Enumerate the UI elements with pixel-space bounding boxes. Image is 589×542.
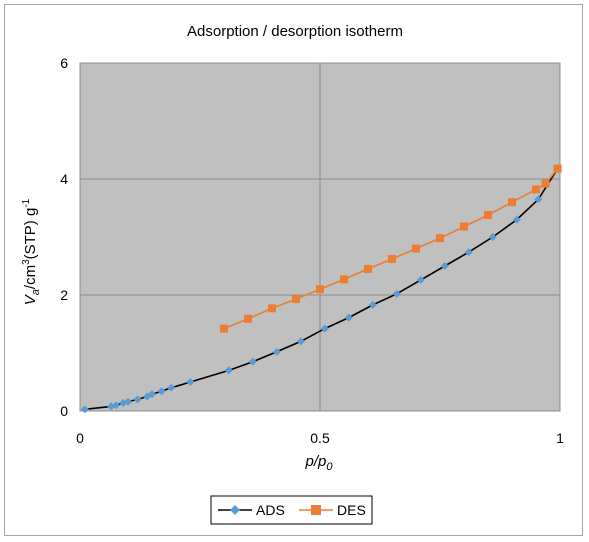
data-point-ads <box>112 401 120 410</box>
data-point-des <box>508 198 516 207</box>
data-point-ads <box>392 289 401 298</box>
data-point-ads <box>124 397 132 406</box>
y-axis-label-sup2: -1 <box>21 198 32 207</box>
x-axis-label: p/p0 <box>305 453 334 473</box>
chart-title: Adsorption / desorption isotherm <box>187 23 403 40</box>
chart-svg: Adsorption / desorption isotherm 0 0.5 1 0… <box>21 23 564 525</box>
series-layer <box>80 164 562 414</box>
data-point-ads <box>488 233 497 241</box>
data-point-ads <box>80 405 89 414</box>
y-tick-labels: 0 2 4 6 <box>60 55 68 419</box>
data-point-ads <box>296 337 305 346</box>
data-point-ads <box>148 390 156 399</box>
y-axis-label-sup1: 3 <box>21 259 32 265</box>
data-point-ads <box>224 366 233 375</box>
y-tick-label: 4 <box>60 171 68 187</box>
y-axis-label-unit1: /cm <box>22 265 39 289</box>
x-tick-label: 0.5 <box>310 430 330 446</box>
data-point-ads <box>320 324 329 333</box>
gridlines <box>80 63 560 411</box>
data-point-des <box>460 222 468 231</box>
data-point-ads <box>440 262 449 270</box>
data-point-des <box>532 185 540 194</box>
y-axis-label-unit2: (STP) g <box>22 208 39 260</box>
y-axis-label-v: V <box>22 293 39 305</box>
data-point-ads <box>344 313 353 322</box>
x-tick-labels: 0 0.5 1 <box>76 430 564 446</box>
data-point-des <box>220 324 228 333</box>
data-point-des <box>553 164 562 173</box>
data-point-des <box>484 210 492 219</box>
series-ads <box>80 164 562 414</box>
y-tick-label: 6 <box>60 55 68 71</box>
y-tick-label: 0 <box>60 403 68 419</box>
x-tick-label: 1 <box>556 430 564 446</box>
data-point-des <box>364 264 372 273</box>
data-point-ads <box>416 275 425 284</box>
x-axis-label-base: p/p <box>305 453 327 470</box>
data-point-ads <box>272 347 281 356</box>
data-point-des <box>412 244 420 253</box>
data-point-ads <box>464 248 473 257</box>
y-axis-label: Va/cm3(STP) g-1 <box>21 198 42 305</box>
data-point-des <box>268 304 276 313</box>
data-point-ads <box>133 395 142 404</box>
legend-ads-marker <box>230 505 240 515</box>
data-point-ads <box>157 387 166 396</box>
data-point-ads <box>248 357 257 366</box>
data-point-ads <box>167 383 176 392</box>
data-point-des <box>436 234 444 243</box>
legend-des-marker <box>311 505 321 515</box>
data-point-ads <box>186 378 195 386</box>
data-point-ads <box>368 300 377 309</box>
data-point-des <box>340 275 348 284</box>
data-point-des <box>316 285 324 294</box>
y-axis-label-sub: a <box>30 289 42 295</box>
data-point-des <box>244 314 252 323</box>
data-point-des <box>541 179 550 188</box>
series-des <box>220 164 562 333</box>
series-line-des <box>223 168 559 330</box>
data-point-des <box>388 255 396 264</box>
legend-des-label: DES <box>337 502 366 518</box>
x-tick-label: 0 <box>76 430 84 446</box>
y-tick-label: 2 <box>60 287 68 303</box>
x-axis-label-sub: 0 <box>326 461 333 473</box>
data-point-ads <box>534 195 543 204</box>
data-point-ads <box>512 215 521 224</box>
legend-ads-label: ADS <box>256 502 285 518</box>
legend: ADS DES <box>210 495 373 525</box>
data-point-des <box>292 295 300 304</box>
chart-frame: Adsorption / desorption isotherm 0 0.5 1 0… <box>4 4 583 536</box>
